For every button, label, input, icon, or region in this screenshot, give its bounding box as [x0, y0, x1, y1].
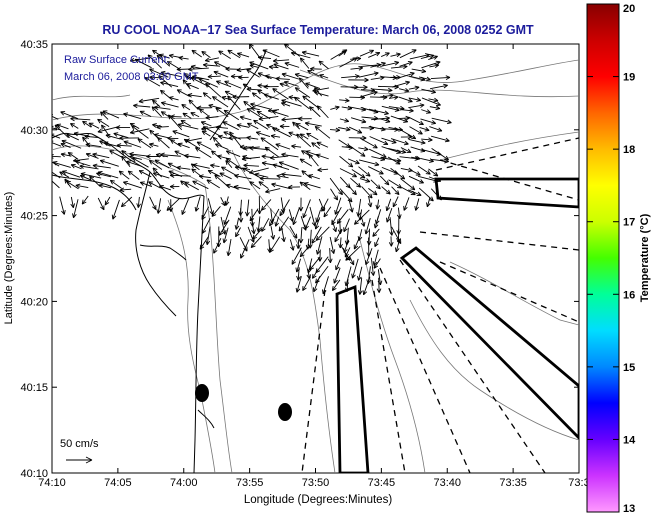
- current-vector-head: [127, 161, 131, 162]
- colorbar-tick-label: 19: [623, 72, 635, 84]
- colorbar-tick-label: 17: [623, 217, 635, 229]
- x-tick-label: 73:3: [568, 477, 589, 489]
- x-tick-label: 73:40: [433, 477, 461, 489]
- current-vector-head: [112, 215, 113, 219]
- current-vector-head: [282, 73, 286, 74]
- current-vector-head: [335, 210, 336, 214]
- current-vector-head: [276, 144, 280, 145]
- current-vector-head: [48, 115, 51, 118]
- x-tick-label: 73:45: [368, 477, 396, 489]
- current-vector-head: [264, 94, 268, 95]
- current-vector-head: [274, 64, 278, 65]
- current-vector-head: [386, 218, 387, 222]
- current-vector-head: [159, 185, 163, 186]
- colorbar-label: Temperature (°C): [639, 213, 651, 302]
- x-tick-label: 73:35: [499, 477, 527, 489]
- x-axis-label: Longitude (Degrees:Minutes): [244, 494, 392, 506]
- station-marker-1: [195, 384, 209, 402]
- current-vector-head: [45, 175, 49, 176]
- current-vector-head: [44, 158, 47, 162]
- colorbar-tick-label: 13: [623, 503, 635, 515]
- current-vector-head: [284, 81, 288, 82]
- current-vector-head: [433, 56, 437, 57]
- current-vector-head: [408, 102, 412, 103]
- y-tick-label: 40:10: [20, 468, 48, 480]
- x-tick-label: 74:00: [170, 477, 198, 489]
- current-vector-head: [426, 113, 430, 114]
- current-vector-head: [45, 175, 47, 179]
- current-vector: [50, 156, 61, 157]
- current-vector-head: [124, 141, 128, 142]
- current-vector-head: [309, 175, 313, 176]
- current-vector-head: [316, 218, 317, 222]
- current-vector-head: [386, 206, 387, 210]
- x-tick-label: 73:50: [302, 477, 330, 489]
- colorbar-tick-label: 14: [623, 434, 636, 446]
- current-vector-head: [404, 144, 408, 145]
- current-vector-head: [316, 154, 320, 155]
- x-tick-label: 73:55: [236, 477, 264, 489]
- current-vector-head: [44, 167, 48, 168]
- scale-label: 50 cm/s: [60, 438, 99, 450]
- current-vector-head: [44, 167, 46, 171]
- overlay-line-2: March 06, 2008 03:00 GMT: [64, 71, 199, 83]
- current-vector-head: [437, 131, 441, 132]
- current-vector-head: [337, 196, 338, 200]
- y-tick-label: 40:15: [20, 382, 48, 394]
- current-vector-head: [123, 181, 127, 182]
- current-vector-head: [256, 132, 260, 133]
- colorbar-tick-label: 18: [623, 144, 635, 156]
- current-vector-head: [403, 122, 407, 123]
- y-axis-label: Latitude (Degrees:Minutes): [3, 192, 15, 325]
- current-vector-head: [436, 61, 440, 62]
- current-vector-head: [408, 61, 412, 62]
- plot-area: [52, 44, 579, 473]
- current-vector-head: [49, 141, 52, 144]
- current-vector-head: [62, 171, 66, 172]
- y-tick-label: 40:35: [20, 39, 48, 51]
- current-vector-head: [226, 184, 230, 185]
- map-title: RU COOL NOAA−17 Sea Surface Temperature:…: [102, 23, 534, 37]
- current-vector-head: [57, 124, 61, 125]
- colorbar-tick-label: 16: [623, 289, 635, 301]
- y-tick-label: 40:20: [20, 296, 48, 308]
- y-tick-label: 40:30: [20, 125, 48, 137]
- colorbar: [587, 4, 619, 512]
- current-vector-head: [306, 151, 310, 152]
- overlay-line-1: Raw Surface Current:: [64, 54, 170, 66]
- station-marker-2: [278, 403, 292, 421]
- current-vector-head: [365, 182, 369, 183]
- current-vector-head: [396, 153, 400, 154]
- y-tick-label: 40:25: [20, 211, 48, 223]
- colorbar-tick-label: 15: [623, 362, 635, 374]
- x-tick-label: 74:05: [104, 477, 132, 489]
- colorbar-tick-label: 20: [623, 3, 635, 15]
- current-vector: [361, 128, 374, 129]
- current-vector-head: [336, 227, 337, 231]
